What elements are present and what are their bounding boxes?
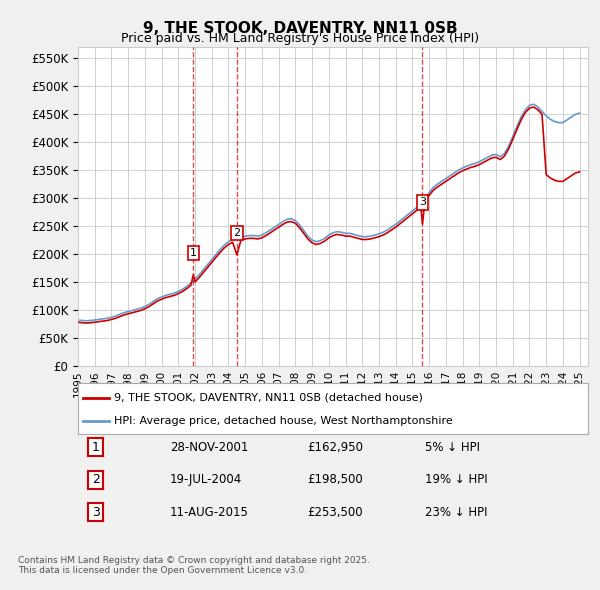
Text: £198,500: £198,500 [308, 473, 363, 486]
Text: HPI: Average price, detached house, West Northamptonshire: HPI: Average price, detached house, West… [114, 416, 452, 426]
Text: 11-AUG-2015: 11-AUG-2015 [170, 506, 248, 519]
Text: 19% ↓ HPI: 19% ↓ HPI [425, 473, 487, 486]
Text: 1: 1 [190, 248, 197, 258]
Text: 3: 3 [92, 506, 100, 519]
Text: Contains HM Land Registry data © Crown copyright and database right 2025.
This d: Contains HM Land Registry data © Crown c… [18, 556, 370, 575]
Text: 1: 1 [92, 441, 100, 454]
Text: 19-JUL-2004: 19-JUL-2004 [170, 473, 242, 486]
Text: Price paid vs. HM Land Registry's House Price Index (HPI): Price paid vs. HM Land Registry's House … [121, 32, 479, 45]
Text: 28-NOV-2001: 28-NOV-2001 [170, 441, 248, 454]
Text: 5% ↓ HPI: 5% ↓ HPI [425, 441, 480, 454]
Text: £162,950: £162,950 [308, 441, 364, 454]
Text: 9, THE STOOK, DAVENTRY, NN11 0SB (detached house): 9, THE STOOK, DAVENTRY, NN11 0SB (detach… [114, 392, 422, 402]
Text: 9, THE STOOK, DAVENTRY, NN11 0SB: 9, THE STOOK, DAVENTRY, NN11 0SB [143, 21, 457, 35]
Text: 3: 3 [419, 197, 426, 207]
Text: 2: 2 [92, 473, 100, 486]
Text: 23% ↓ HPI: 23% ↓ HPI [425, 506, 487, 519]
Text: 2: 2 [233, 228, 241, 238]
Text: £253,500: £253,500 [308, 506, 363, 519]
